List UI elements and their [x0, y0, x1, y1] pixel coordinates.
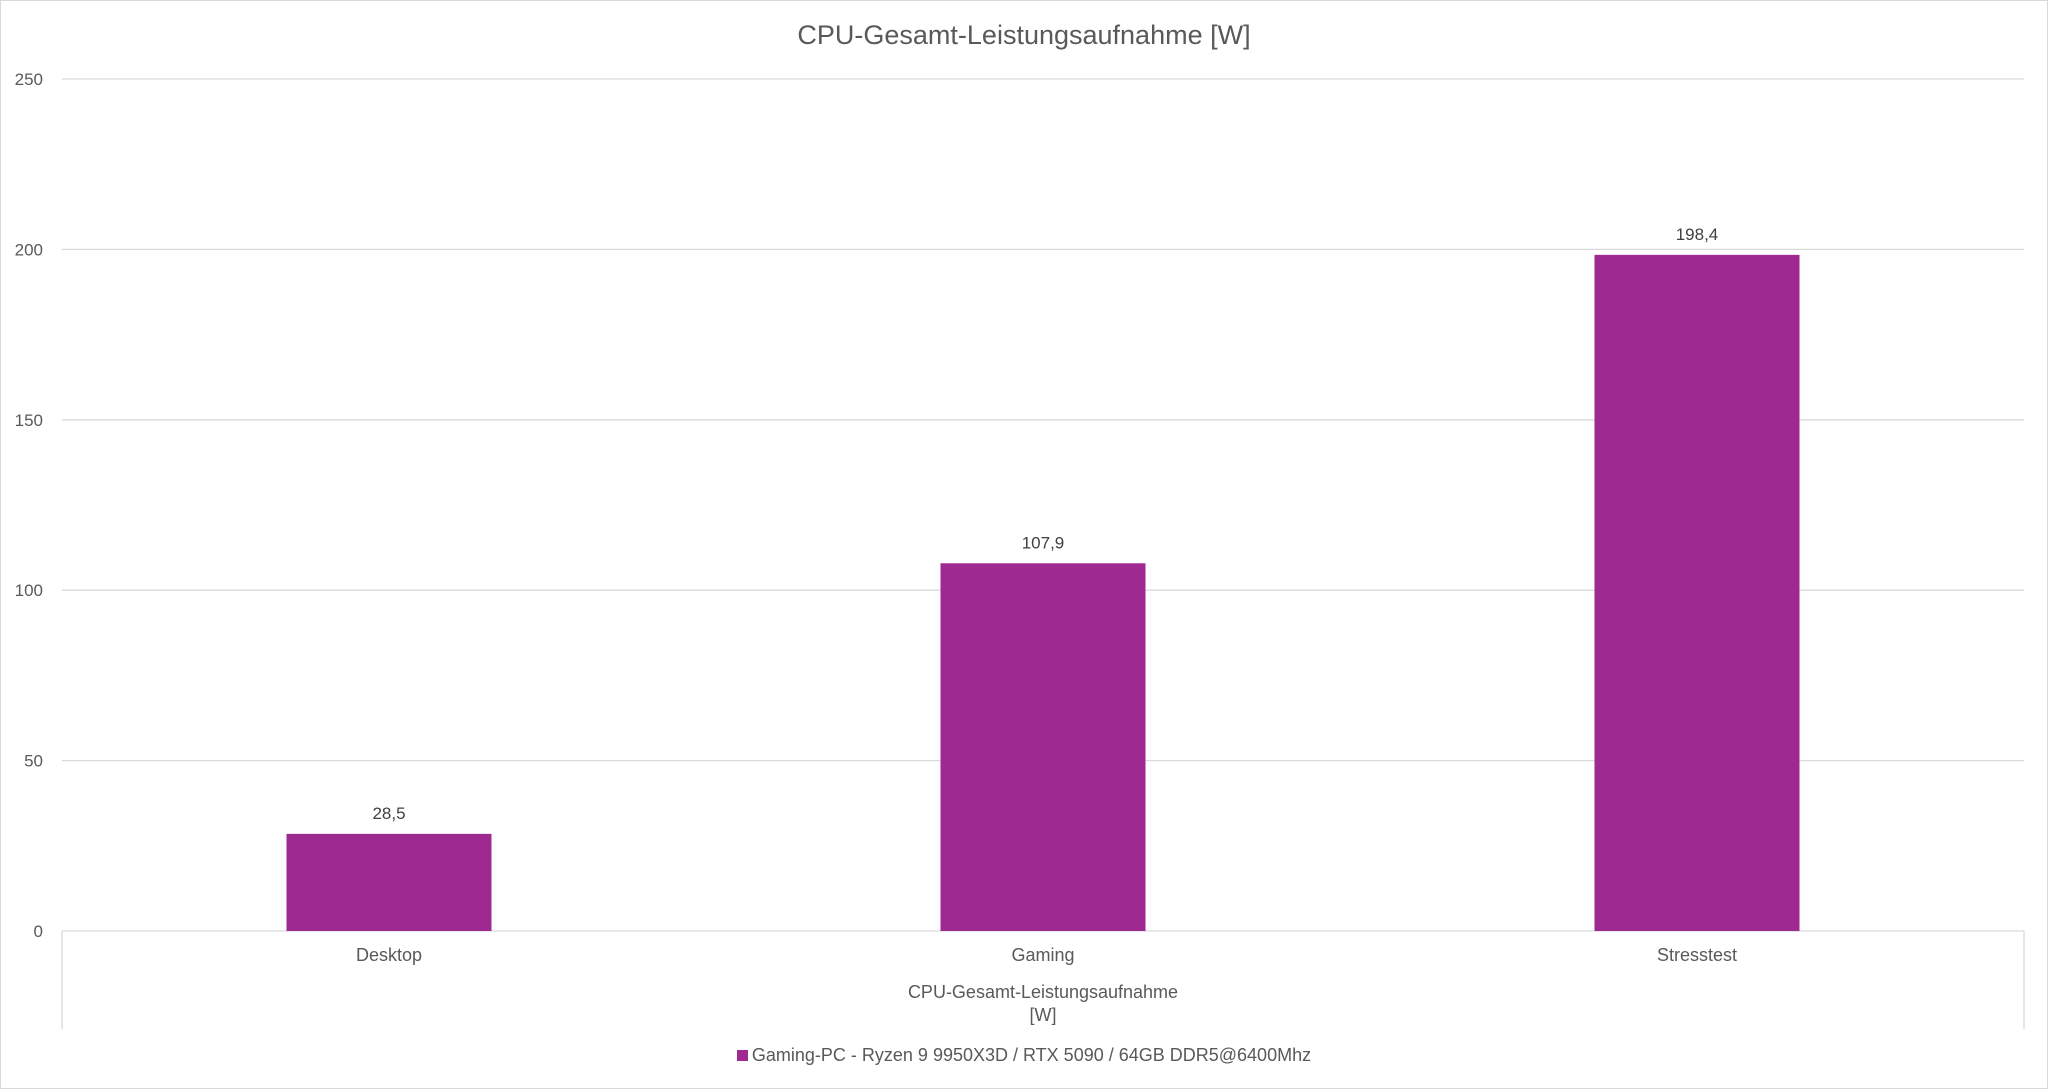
- data-label: 107,9: [1022, 533, 1065, 552]
- x-axis-title: CPU-Gesamt-Leistungsaufnahme [W]: [908, 982, 1178, 1025]
- bar-stresstest: [1594, 254, 1800, 932]
- x-axis-title-line: CPU-Gesamt-Leistungsaufnahme: [908, 982, 1178, 1002]
- legend: Gaming-PC - Ryzen 9 9950X3D / RTX 5090 /…: [0, 1045, 2048, 1066]
- data-label: 28,5: [372, 804, 405, 823]
- x-category-label: Stresstest: [1657, 945, 1737, 965]
- data-label: 198,4: [1676, 225, 1719, 244]
- y-tick-label: 250: [15, 70, 43, 89]
- y-tick-label: 150: [15, 411, 43, 430]
- bars: [286, 254, 1800, 932]
- bar-gaming: [940, 563, 1146, 931]
- legend-swatch: [736, 1050, 748, 1061]
- x-category-label: Desktop: [356, 945, 422, 965]
- legend-label: Gaming-PC - Ryzen 9 9950X3D / RTX 5090 /…: [751, 1045, 1312, 1065]
- y-tick-label: 50: [24, 752, 43, 771]
- x-category-label: Gaming: [1011, 945, 1074, 965]
- y-tick-label: 200: [15, 240, 43, 259]
- bar-desktop: [286, 833, 492, 931]
- y-tick-label: 100: [15, 581, 43, 600]
- x-axis-title-line: [W]: [1030, 1005, 1057, 1025]
- y-tick-label: 0: [34, 922, 43, 941]
- x-axis-categories: Desktop Gaming Stresstest: [356, 945, 1737, 965]
- chart-title: CPU-Gesamt-Leistungsaufnahme [W]: [797, 20, 1250, 50]
- y-axis-ticks: 0 50 100 150 200 250: [15, 70, 43, 941]
- data-labels: 28,5 107,9 198,4: [372, 225, 1718, 823]
